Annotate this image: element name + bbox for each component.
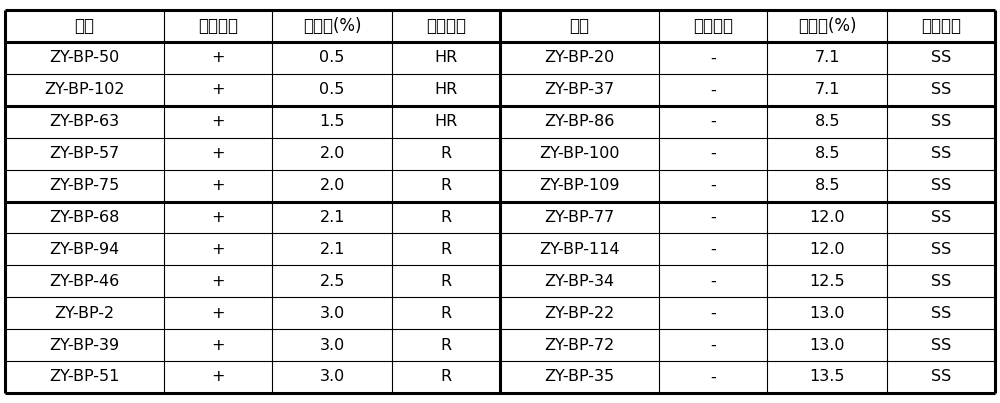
Text: R: R xyxy=(440,146,452,161)
Text: 0.5: 0.5 xyxy=(319,82,345,98)
Text: -: - xyxy=(710,370,716,384)
Text: SS: SS xyxy=(931,210,951,225)
Text: +: + xyxy=(212,146,225,161)
Text: 1.5: 1.5 xyxy=(319,114,345,129)
Text: ZY-BP-102: ZY-BP-102 xyxy=(44,82,125,98)
Text: ZY-BP-37: ZY-BP-37 xyxy=(545,82,615,98)
Text: SS: SS xyxy=(931,178,951,193)
Text: 抗性评价: 抗性评价 xyxy=(921,17,961,35)
Text: ZY-BP-50: ZY-BP-50 xyxy=(50,50,120,65)
Text: 0.5: 0.5 xyxy=(319,50,345,65)
Text: ZY-BP-109: ZY-BP-109 xyxy=(539,178,620,193)
Text: ZY-BP-22: ZY-BP-22 xyxy=(545,305,615,321)
Text: 8.5: 8.5 xyxy=(814,114,840,129)
Text: ZY-BP-34: ZY-BP-34 xyxy=(545,274,615,289)
Text: ZY-BP-100: ZY-BP-100 xyxy=(539,146,620,161)
Text: +: + xyxy=(212,305,225,321)
Text: SS: SS xyxy=(931,242,951,257)
Text: ZY-BP-75: ZY-BP-75 xyxy=(50,178,120,193)
Text: -: - xyxy=(710,178,716,193)
Text: ZY-BP-46: ZY-BP-46 xyxy=(50,274,120,289)
Text: 标记检测: 标记检测 xyxy=(198,17,238,35)
Text: ZY-BP-2: ZY-BP-2 xyxy=(55,305,115,321)
Text: SS: SS xyxy=(931,338,951,353)
Text: ZY-BP-114: ZY-BP-114 xyxy=(539,242,620,257)
Text: -: - xyxy=(710,242,716,257)
Text: -: - xyxy=(710,82,716,98)
Text: HR: HR xyxy=(434,50,458,65)
Text: 7.1: 7.1 xyxy=(814,50,840,65)
Text: 2.5: 2.5 xyxy=(319,274,345,289)
Text: 标记检测: 标记检测 xyxy=(693,17,733,35)
Text: 7.1: 7.1 xyxy=(814,82,840,98)
Text: 13.0: 13.0 xyxy=(809,338,845,353)
Text: R: R xyxy=(440,178,452,193)
Text: ZY-BP-72: ZY-BP-72 xyxy=(545,338,615,353)
Text: ZY-BP-86: ZY-BP-86 xyxy=(544,114,615,129)
Text: 2.0: 2.0 xyxy=(319,178,345,193)
Text: -: - xyxy=(710,50,716,65)
Text: 3.0: 3.0 xyxy=(320,305,345,321)
Text: ZY-BP-20: ZY-BP-20 xyxy=(545,50,615,65)
Text: ZY-BP-57: ZY-BP-57 xyxy=(50,146,120,161)
Text: SS: SS xyxy=(931,274,951,289)
Text: 抗性评价: 抗性评价 xyxy=(426,17,466,35)
Text: R: R xyxy=(440,274,452,289)
Text: +: + xyxy=(212,370,225,384)
Text: +: + xyxy=(212,82,225,98)
Text: 12.0: 12.0 xyxy=(809,242,845,257)
Text: R: R xyxy=(440,242,452,257)
Text: 品系: 品系 xyxy=(570,17,590,35)
Text: +: + xyxy=(212,242,225,257)
Text: SS: SS xyxy=(931,305,951,321)
Text: 8.5: 8.5 xyxy=(814,178,840,193)
Text: R: R xyxy=(440,338,452,353)
Text: +: + xyxy=(212,114,225,129)
Text: R: R xyxy=(440,370,452,384)
Text: +: + xyxy=(212,338,225,353)
Text: 13.0: 13.0 xyxy=(809,305,845,321)
Text: 12.0: 12.0 xyxy=(809,210,845,225)
Text: ZY-BP-51: ZY-BP-51 xyxy=(49,370,120,384)
Text: 8.5: 8.5 xyxy=(814,146,840,161)
Text: SS: SS xyxy=(931,146,951,161)
Text: R: R xyxy=(440,210,452,225)
Text: HR: HR xyxy=(434,114,458,129)
Text: +: + xyxy=(212,178,225,193)
Text: +: + xyxy=(212,50,225,65)
Text: SS: SS xyxy=(931,114,951,129)
Text: ZY-BP-68: ZY-BP-68 xyxy=(49,210,120,225)
Text: 12.5: 12.5 xyxy=(809,274,845,289)
Text: SS: SS xyxy=(931,50,951,65)
Text: -: - xyxy=(710,210,716,225)
Text: SS: SS xyxy=(931,370,951,384)
Text: SS: SS xyxy=(931,82,951,98)
Text: -: - xyxy=(710,146,716,161)
Text: 品系: 品系 xyxy=(75,17,95,35)
Text: ZY-BP-63: ZY-BP-63 xyxy=(50,114,120,129)
Text: ZY-BP-39: ZY-BP-39 xyxy=(50,338,120,353)
Text: 2.1: 2.1 xyxy=(319,210,345,225)
Text: R: R xyxy=(440,305,452,321)
Text: 黑胚率(%): 黑胚率(%) xyxy=(303,17,361,35)
Text: -: - xyxy=(710,114,716,129)
Text: 2.0: 2.0 xyxy=(319,146,345,161)
Text: 黑胚率(%): 黑胚率(%) xyxy=(798,17,856,35)
Text: 2.1: 2.1 xyxy=(319,242,345,257)
Text: 13.5: 13.5 xyxy=(809,370,845,384)
Text: -: - xyxy=(710,338,716,353)
Text: +: + xyxy=(212,210,225,225)
Text: ZY-BP-94: ZY-BP-94 xyxy=(50,242,120,257)
Text: HR: HR xyxy=(434,82,458,98)
Text: +: + xyxy=(212,274,225,289)
Text: ZY-BP-35: ZY-BP-35 xyxy=(545,370,615,384)
Text: -: - xyxy=(710,274,716,289)
Text: 3.0: 3.0 xyxy=(320,338,345,353)
Text: 3.0: 3.0 xyxy=(320,370,345,384)
Text: ZY-BP-77: ZY-BP-77 xyxy=(545,210,615,225)
Text: -: - xyxy=(710,305,716,321)
